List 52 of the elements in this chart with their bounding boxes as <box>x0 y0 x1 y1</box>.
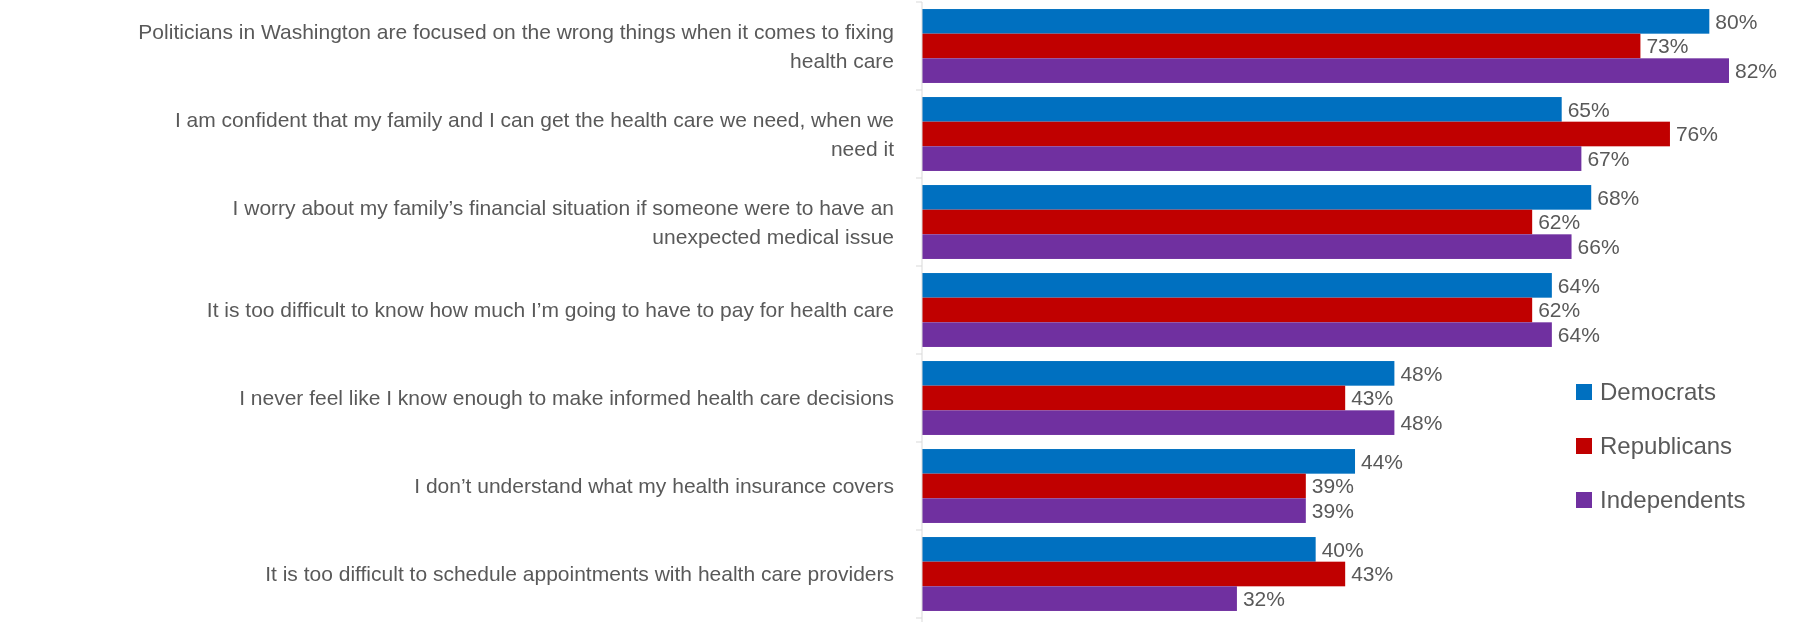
data-label: 43% <box>1351 386 1394 410</box>
bar <box>922 273 1552 298</box>
y-tick-label: I am confident that my family and I can get the health care we need, when we need it <box>174 107 895 160</box>
y-tick-label: I don’t understand what my health insurance covers <box>414 474 894 498</box>
data-label: 32% <box>1242 586 1285 610</box>
bar <box>922 561 1346 587</box>
bar <box>922 586 1237 611</box>
data-label: 48% <box>1400 410 1443 434</box>
bar <box>922 146 1582 171</box>
bar <box>922 58 1729 83</box>
bar <box>922 185 1592 210</box>
data-label: 64% <box>1557 322 1600 346</box>
bar <box>922 33 1641 59</box>
data-label: 40% <box>1321 537 1364 561</box>
y-tick-label: I worry about my family’s financial situation if someone were to have an unexpected medical issue <box>232 195 894 248</box>
data-label: 43% <box>1351 562 1394 586</box>
data-label: 39% <box>1311 474 1354 498</box>
y-tick-label: I never feel like I know enough to make informed health care decisions <box>239 386 894 410</box>
bar <box>922 322 1552 347</box>
bar <box>922 9 1710 34</box>
y-tick-label: It is too difficult to schedule appointments with health care providers <box>265 562 894 586</box>
bar <box>922 537 1316 562</box>
bar <box>922 361 1395 386</box>
bar <box>922 209 1533 235</box>
bar <box>922 473 1306 499</box>
data-label: 76% <box>1675 122 1718 146</box>
data-label: 62% <box>1538 210 1581 234</box>
legend-label: Democrats <box>1600 378 1717 406</box>
bar <box>922 97 1562 122</box>
legend-label: Independents <box>1600 486 1746 514</box>
bar <box>922 410 1395 435</box>
bar <box>922 297 1533 323</box>
data-label: 82% <box>1735 58 1778 82</box>
legend-label: Republicans <box>1600 432 1733 460</box>
bar <box>922 234 1572 259</box>
data-label: 44% <box>1361 449 1404 473</box>
data-label: 68% <box>1597 185 1640 209</box>
y-tick-label: Politicians in Washington are focused on the wrong things when it comes to fixing health care <box>138 19 894 72</box>
data-label: 80% <box>1715 9 1758 33</box>
data-label: 48% <box>1400 361 1443 385</box>
data-label: 39% <box>1311 498 1354 522</box>
data-label: 66% <box>1577 234 1620 258</box>
data-label: 64% <box>1557 273 1600 297</box>
bar <box>922 121 1670 147</box>
data-label: 73% <box>1646 34 1689 58</box>
y-tick-label: It is too difficult to know how much I’m going to have to pay for health care <box>206 298 894 322</box>
bar <box>922 449 1356 474</box>
bar <box>922 385 1346 411</box>
data-label: 65% <box>1567 97 1610 121</box>
data-label: 62% <box>1538 298 1581 322</box>
bar <box>922 498 1306 523</box>
data-label: 67% <box>1587 146 1630 170</box>
